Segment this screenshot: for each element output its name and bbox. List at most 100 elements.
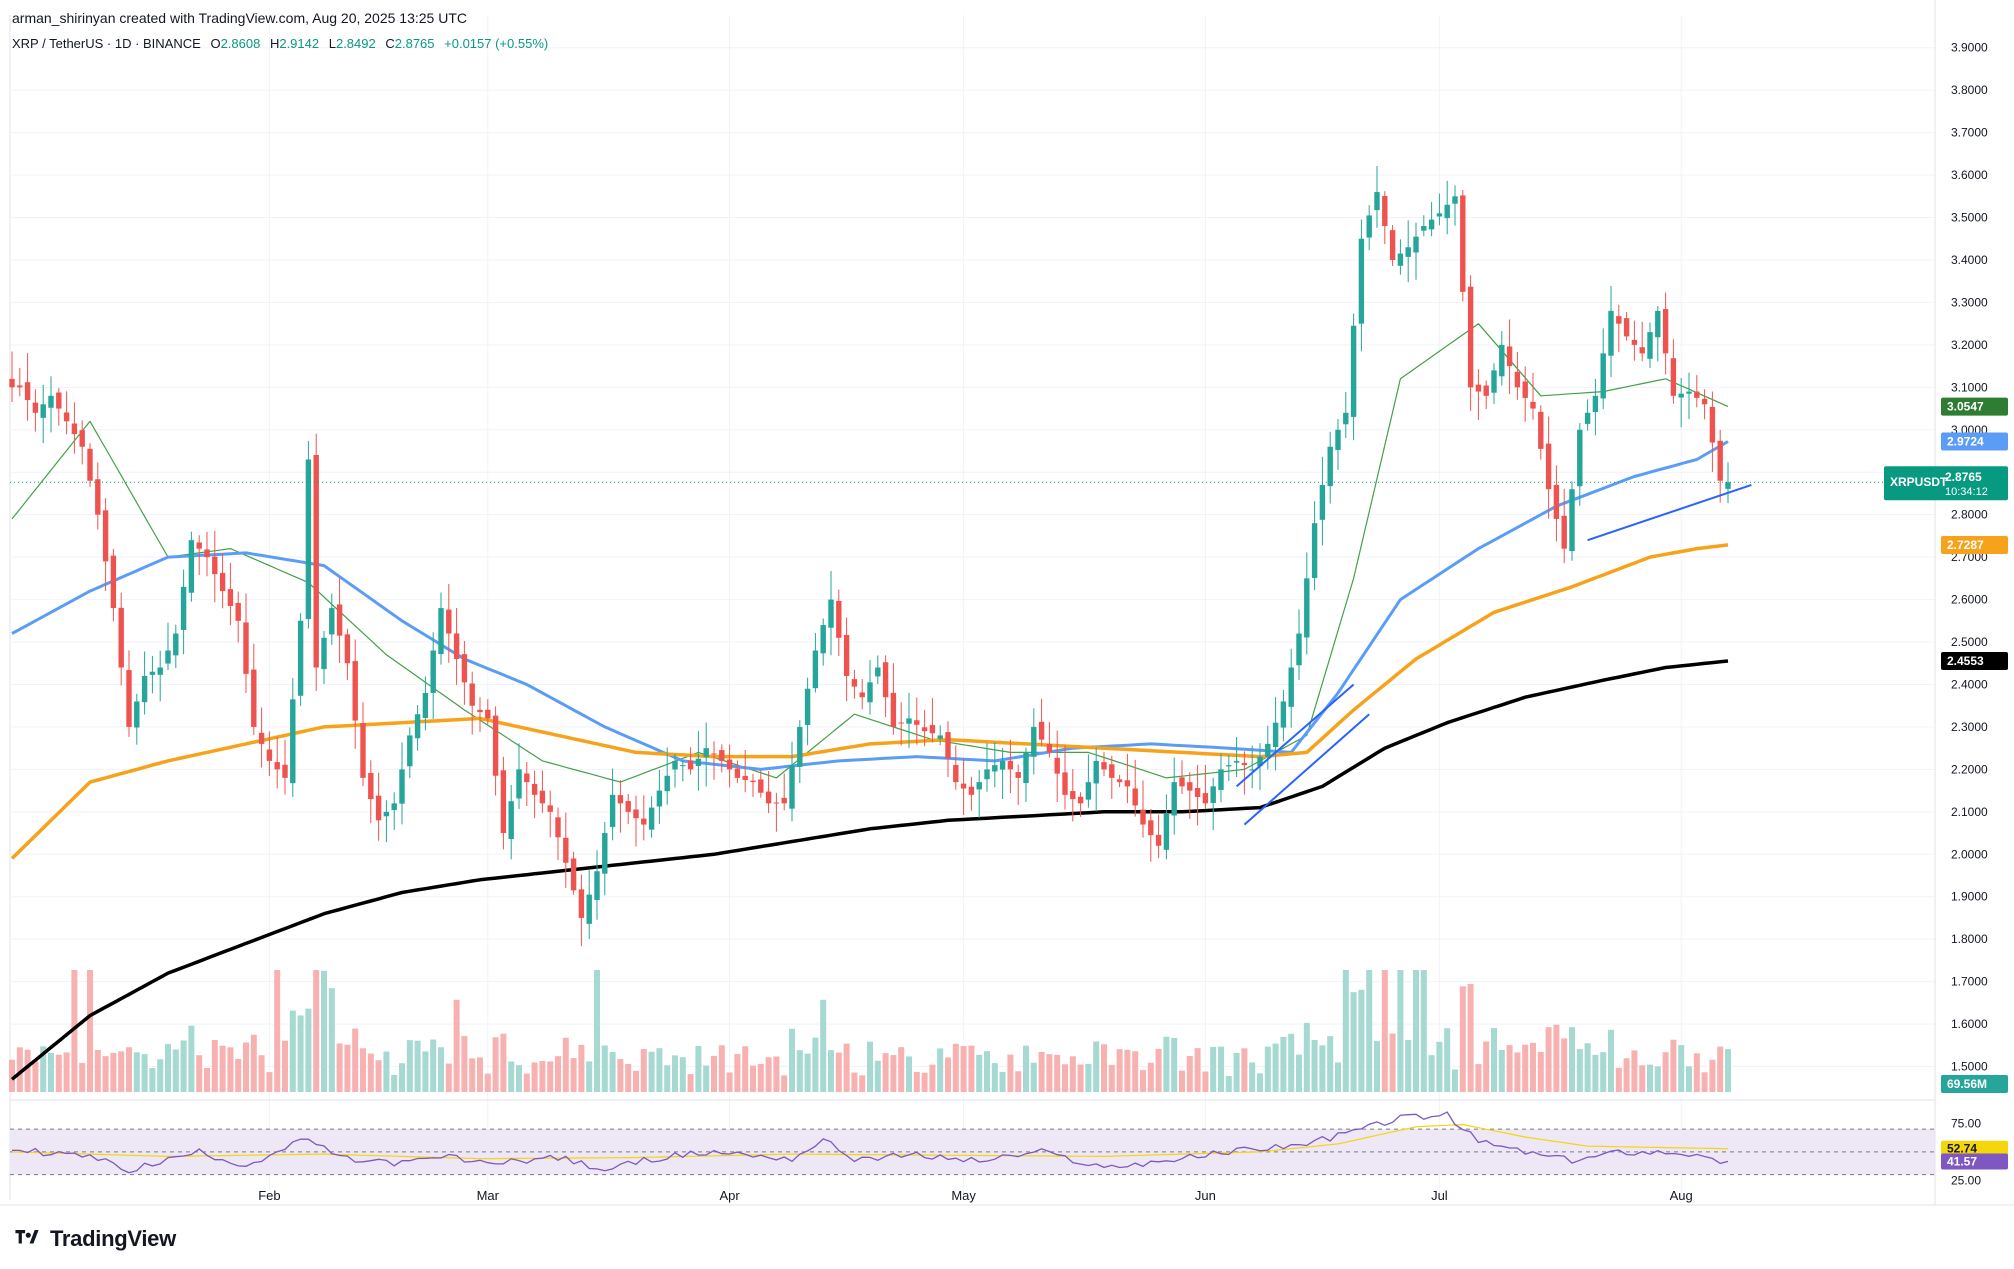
volume-bar: [445, 1063, 452, 1092]
volume-bar: [672, 1055, 678, 1092]
volume-bar: [1366, 970, 1373, 1092]
volume-bar: [929, 1064, 936, 1092]
rsi-line: [11, 1111, 1729, 1174]
candle-body: [63, 412, 70, 422]
volume-bar: [492, 1037, 499, 1092]
high-label: H: [269, 36, 280, 51]
volume-bar: [48, 1052, 54, 1092]
volume-bar: [1007, 1054, 1014, 1092]
volume-bar: [24, 1049, 31, 1092]
volume-bar: [461, 1036, 468, 1092]
volume-bar: [305, 1008, 312, 1092]
volume-bar: [1381, 970, 1388, 1092]
current-price-tag: [1884, 466, 2008, 501]
price-tick-label: 3.5000: [1951, 211, 1988, 225]
candle-body: [773, 802, 780, 804]
price-tick-label: 2.6000: [1951, 593, 1988, 607]
price-tick-label: 2.1000: [1951, 805, 1988, 819]
candle-body: [1280, 701, 1287, 728]
candle-body: [1460, 195, 1466, 292]
volume-bar: [1030, 1062, 1037, 1092]
volume-bar: [243, 1042, 249, 1092]
candle-body: [266, 749, 273, 761]
candle-body: [1070, 791, 1076, 800]
candle-body: [414, 714, 421, 739]
low-value: 2.8492: [335, 36, 376, 51]
volume-bar: [289, 1010, 296, 1092]
volume-bar: [1147, 1062, 1154, 1092]
month-label: Jul: [1431, 1188, 1448, 1203]
candle-body: [1522, 381, 1528, 398]
candle-body: [1296, 633, 1302, 666]
volume-bar: [1194, 1048, 1201, 1092]
candle-body: [219, 572, 226, 592]
candle-body: [1054, 757, 1060, 774]
candle-body: [555, 817, 561, 838]
volume-bar: [352, 1028, 359, 1092]
price-tick-label: 3.3000: [1951, 295, 1988, 309]
candle-body: [898, 722, 904, 724]
volume-bar: [102, 1056, 109, 1092]
volume-bar: [547, 1061, 554, 1092]
volume-bar: [835, 1052, 842, 1092]
high-value: 2.9142: [279, 36, 320, 51]
candle-body: [1015, 772, 1021, 778]
candle-body: [578, 889, 585, 918]
volume-bar: [633, 1070, 639, 1092]
volume-bar: [1662, 1052, 1669, 1092]
volume-bar: [1569, 1027, 1575, 1092]
volume-bar: [609, 1052, 616, 1092]
candle-body: [477, 709, 483, 713]
ma-price-tag-text: 2.4553: [1947, 654, 1984, 668]
candle-body: [1187, 782, 1193, 791]
candle-body: [1475, 384, 1482, 392]
volume-bar: [586, 1061, 593, 1092]
candle-body: [531, 783, 538, 795]
volume-bar: [1444, 1028, 1451, 1092]
tradingview-brand[interactable]: TradingView: [12, 1226, 176, 1252]
candle-body: [765, 791, 772, 804]
low-label: L: [328, 36, 336, 51]
moving-averages: [10, 323, 1729, 1081]
volume-bar: [874, 1060, 881, 1092]
candle-body: [906, 718, 912, 724]
month-label: Aug: [1670, 1188, 1693, 1203]
volume-bar: [328, 988, 335, 1092]
candle-body: [672, 760, 678, 770]
volume-bar: [266, 1072, 273, 1092]
symbol-name[interactable]: XRP / TetherUS · 1D · BINANCE: [12, 36, 201, 51]
candle-body: [1343, 412, 1349, 425]
rsi-tick-label: 25.00: [1951, 1173, 1981, 1187]
attribution: arman_shirinyan created with TradingView…: [12, 10, 467, 26]
volume-bar: [625, 1063, 632, 1092]
candle-body: [1179, 777, 1185, 787]
candle-body: [1140, 809, 1146, 825]
candle-body: [258, 732, 265, 744]
volume-bar: [906, 1056, 912, 1092]
candle-body: [1436, 213, 1443, 217]
candle-body: [1265, 743, 1271, 757]
candle-body: [711, 753, 717, 755]
volume-bar: [1389, 1033, 1396, 1092]
candle-body: [1655, 310, 1661, 338]
volume-bar: [1241, 1048, 1248, 1092]
volume-bar: [297, 1015, 304, 1092]
volume-bar: [562, 1037, 569, 1092]
volume-bar: [523, 1073, 530, 1092]
candle-body: [1226, 765, 1232, 767]
candle-body: [1288, 667, 1294, 707]
candle-body: [79, 430, 85, 447]
volume-bar: [1654, 1066, 1661, 1092]
volume-bar: [1631, 1050, 1638, 1092]
candle-body: [1366, 215, 1372, 238]
volume-bar: [789, 1028, 795, 1092]
volume-bar: [383, 1051, 390, 1092]
candle-body: [165, 650, 171, 664]
volume-bar: [828, 1050, 834, 1092]
volume-bar: [274, 970, 281, 1092]
candle-body: [141, 675, 148, 703]
volume-bar: [430, 1039, 437, 1092]
volume-bar: [1257, 1073, 1263, 1092]
